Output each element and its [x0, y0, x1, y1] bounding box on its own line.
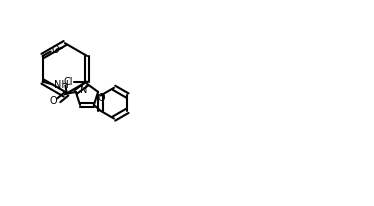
Text: O: O: [52, 45, 59, 55]
Text: O: O: [49, 96, 57, 106]
Text: NH: NH: [54, 81, 68, 90]
Text: O: O: [97, 93, 105, 103]
Text: N: N: [80, 85, 88, 95]
Text: Cl: Cl: [64, 77, 73, 87]
